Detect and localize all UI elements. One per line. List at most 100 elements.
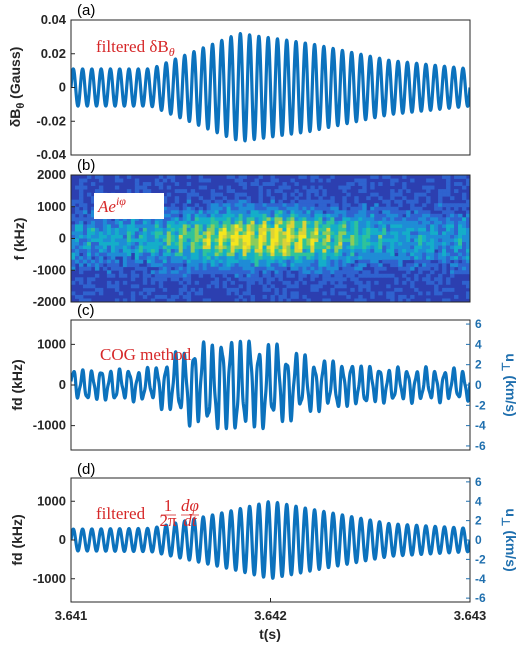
heatmap-cell [154, 224, 160, 229]
heatmap-cell [262, 206, 267, 211]
heatmap-cell [390, 220, 395, 225]
heatmap-cell [354, 252, 359, 257]
heatmap-cell [398, 249, 403, 254]
panel-a-ylabel: δBθ (Gauss) [7, 47, 27, 128]
heatmap-cell [386, 249, 391, 254]
heatmap-cell [134, 217, 140, 222]
heatmap-cell [422, 242, 427, 246]
heatmap-cell [210, 203, 216, 208]
heatmap-cell [162, 270, 168, 275]
heatmap-cell [350, 210, 355, 215]
heatmap-cell [270, 224, 275, 229]
heatmap-cell [154, 256, 160, 261]
heatmap-cell [198, 252, 204, 257]
heatmap-cell [414, 196, 419, 201]
heatmap-cell [222, 234, 228, 239]
heatmap-cell [302, 266, 307, 271]
heatmap-cell [270, 227, 275, 232]
heatmap-cell [258, 213, 263, 218]
heatmap-cell [366, 284, 371, 289]
heatmap-cell [182, 234, 188, 239]
heatmap-cell [226, 256, 231, 261]
heatmap-cell [238, 192, 243, 197]
heatmap-cell [310, 185, 315, 190]
heatmap-cell [194, 203, 200, 208]
heatmap-cell [294, 256, 299, 261]
heatmap-cell [322, 256, 327, 261]
heatmap-cell [310, 220, 315, 225]
heatmap-cell [346, 259, 351, 264]
heatmap-cell [402, 210, 407, 215]
heatmap-cell [118, 245, 124, 250]
heatmap-cell [82, 266, 88, 271]
heatmap-cell [122, 234, 128, 239]
heatmap-cell [238, 238, 243, 243]
heatmap-cell [358, 252, 363, 257]
heatmap-cell [186, 227, 192, 232]
heatmap-cell [402, 234, 407, 239]
heatmap-cell [466, 291, 471, 296]
right-ytick-label: 2 [475, 358, 482, 372]
heatmap-cell [134, 178, 140, 183]
heatmap-cell [262, 284, 267, 289]
heatmap-cell [426, 259, 431, 264]
heatmap-cell [434, 220, 439, 225]
heatmap-cell [74, 242, 80, 246]
heatmap-cell [278, 238, 283, 243]
heatmap-cell [190, 256, 196, 261]
heatmap-cell [286, 217, 291, 222]
heatmap-cell [166, 252, 172, 257]
heatmap-cell [266, 224, 271, 229]
heatmap-cell [242, 249, 247, 254]
heatmap-cell [210, 273, 216, 278]
heatmap-cell [290, 245, 295, 250]
heatmap-cell [330, 259, 335, 264]
heatmap-cell [174, 252, 180, 257]
heatmap-cell [378, 213, 383, 218]
heatmap-cell [222, 242, 228, 246]
heatmap-cell [138, 266, 144, 271]
heatmap-cell [310, 178, 315, 183]
heatmap-cell [238, 270, 243, 275]
heatmap-cell [450, 242, 455, 246]
heatmap-cell [158, 234, 164, 239]
heatmap-cell [350, 249, 355, 254]
heatmap-cell [410, 252, 415, 257]
heatmap-cell [430, 185, 435, 190]
heatmap-cell [294, 213, 299, 218]
heatmap-cell [202, 210, 208, 215]
heatmap-cell [326, 298, 331, 303]
heatmap-cell [206, 220, 212, 225]
heatmap-cell [86, 277, 92, 282]
heatmap-cell [370, 182, 375, 186]
heatmap-cell [134, 263, 140, 268]
heatmap-cell [350, 256, 355, 261]
heatmap-cell [134, 227, 140, 232]
heatmap-cell [142, 224, 148, 229]
heatmap-cell [238, 263, 243, 268]
heatmap-cell [282, 217, 287, 222]
heatmap-cell [282, 227, 287, 232]
heatmap-cell [186, 206, 192, 211]
heatmap-cell [402, 227, 407, 232]
heatmap-cell [406, 224, 411, 229]
heatmap-cell [326, 252, 331, 257]
heatmap-cell [162, 220, 168, 225]
heatmap-cell [286, 238, 291, 243]
heatmap-cell [106, 238, 112, 243]
heatmap-cell [222, 256, 228, 261]
heatmap-cell [434, 203, 439, 208]
heatmap-cell [454, 224, 459, 229]
heatmap-cell [322, 227, 327, 232]
heatmap-cell [170, 294, 176, 299]
heatmap-cell [466, 210, 471, 215]
heatmap-cell [126, 224, 132, 229]
heatmap-cell [374, 263, 379, 268]
heatmap-cell [466, 231, 471, 236]
heatmap-cell [94, 266, 100, 271]
heatmap-cell [350, 224, 355, 229]
heatmap-cell [334, 249, 339, 254]
heatmap-cell [466, 217, 471, 222]
heatmap-cell [346, 273, 351, 278]
heatmap-cell [102, 220, 108, 225]
